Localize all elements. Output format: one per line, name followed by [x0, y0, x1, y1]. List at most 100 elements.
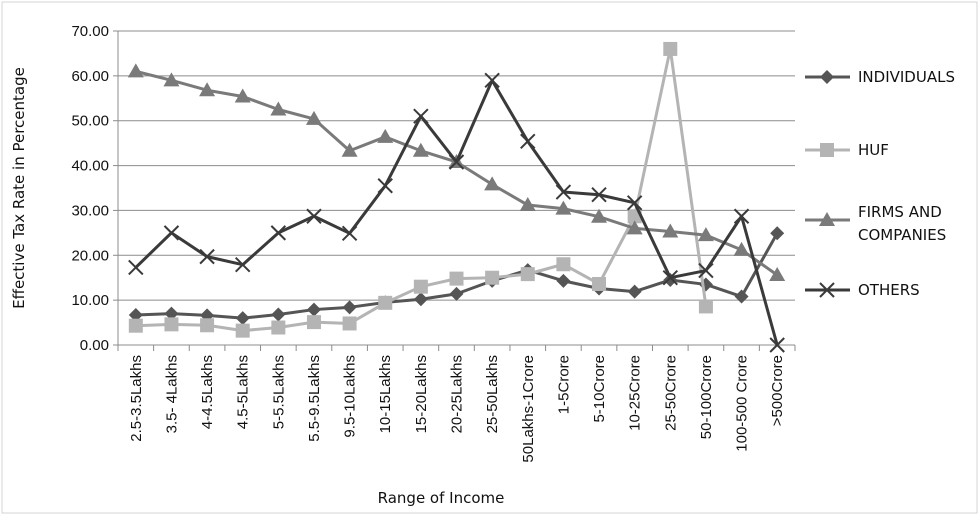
series-3-point-11-b [520, 133, 536, 150]
legend-label-0: INDIVIDUALS [858, 68, 955, 86]
series-3-point-9-b [448, 154, 465, 170]
series-3-point-4 [270, 225, 287, 241]
y-tick-label-3: 30.00 [71, 202, 109, 219]
series-3-point-15 [662, 270, 678, 286]
series-1-point-9 [449, 271, 464, 286]
series-3-point-10 [484, 72, 500, 89]
x-tick-label-5: 5.5-9.5Lakhs [306, 355, 323, 442]
series-3-point-0 [128, 259, 144, 276]
series-3-point-7 [377, 178, 393, 194]
series-3-point-6 [341, 225, 358, 242]
legend-label-2-line-2: COMPANIES [858, 226, 946, 244]
y-tick-label-7: 70.00 [71, 23, 109, 40]
series-0 [128, 226, 785, 326]
y-tick-label-0: 0.00 [80, 337, 109, 354]
series-3-point-8 [413, 108, 429, 124]
series-1-point-0 [128, 318, 143, 333]
series-1-point-10 [485, 270, 500, 285]
series-3 [128, 72, 785, 353]
x-tick-label-18: >500Crore [769, 355, 786, 426]
legend-label-2: FIRMS AND COMPANIES [858, 203, 946, 244]
series-0-point-9 [449, 286, 464, 301]
series-1-point-12 [556, 257, 571, 272]
axes: 0.00 10.00 20.00 30.00 40.00 50.00 60.00 70.00 2… [71, 23, 796, 463]
legend-marker-3-b [819, 282, 835, 298]
series-0-point-1 [164, 306, 179, 321]
x-tick-label-4: 5-5.5Lakhs [270, 355, 287, 429]
series-2-point-4 [270, 101, 287, 116]
series-2-point-13 [591, 208, 608, 223]
series-3-point-6-b [341, 225, 358, 242]
series-3-point-9 [448, 154, 465, 170]
series-1-point-8 [413, 279, 428, 294]
series-2-point-5 [305, 110, 322, 125]
x-tick-label-2: 4-4.5Lakhs [199, 355, 216, 429]
series-3-point-5-b [306, 208, 322, 224]
series-1-point-7 [378, 295, 393, 310]
series-3-point-14-b [626, 195, 643, 211]
legend: INDIVIDUALS HUF FIRMS AND COMPANIES OTHERS [805, 68, 955, 299]
series-2-point-14 [626, 220, 643, 235]
series-3-point-18-b [769, 337, 785, 353]
x-tick-label-15: 25-50Crore [662, 355, 679, 431]
legend-marker-3 [819, 282, 835, 298]
series-group [127, 41, 786, 353]
x-tick-label-6: 9.5-10Lakhs [342, 355, 359, 438]
legend-entry-3: OTHERS [805, 281, 920, 299]
legend-marker-2 [819, 212, 835, 226]
series-1-point-15 [663, 41, 678, 56]
series-2-point-6 [341, 142, 358, 157]
x-tick-label-8: 15-20Lakhs [413, 355, 430, 433]
series-1-point-3 [235, 323, 250, 338]
y-tick-label-4: 40.00 [71, 158, 109, 175]
x-tick-label-12: 1-5Crore [555, 355, 572, 414]
series-3-point-3-b [235, 256, 251, 273]
series-3-point-10-b [484, 72, 500, 89]
series-1-point-13 [592, 276, 607, 291]
series-2-point-7 [377, 128, 394, 143]
series-1-point-11 [520, 267, 535, 282]
series-3-point-1-b [163, 225, 180, 241]
x-tick-label-1: 3.5- 4Lakhs [163, 355, 180, 433]
series-3-point-1 [163, 225, 180, 241]
series-2-point-3 [234, 88, 251, 103]
y-tick-label-1: 10.00 [71, 292, 109, 309]
series-1-point-2 [200, 318, 215, 333]
legend-label-1: HUF [858, 141, 889, 159]
series-2-point-18 [769, 267, 786, 282]
series-2-point-1 [163, 72, 180, 87]
series-2-point-16 [697, 227, 714, 242]
series-3-point-16 [698, 262, 714, 279]
series-0-point-5 [306, 302, 321, 317]
legend-entry-0: INDIVIDUALS [805, 68, 955, 86]
legend-entry-2: FIRMS AND COMPANIES [805, 203, 946, 244]
series-0-point-8 [413, 292, 428, 307]
series-0-point-6 [342, 300, 357, 315]
series-3-point-3 [235, 256, 251, 273]
x-tick-label-9: 20-25Lakhs [449, 355, 466, 433]
series-3-point-15-b [662, 270, 678, 286]
series-3-point-17-b [733, 208, 750, 224]
legend-marker-1 [820, 143, 834, 157]
series-3-point-11 [520, 133, 536, 150]
series-3-point-2 [199, 248, 215, 265]
x-tick-label-7: 10-15Lakhs [377, 355, 394, 433]
series-2-point-2 [199, 82, 216, 97]
series-2-point-17 [733, 241, 750, 256]
x-axis-title: Range of Income [378, 489, 505, 507]
y-tick-label-6: 60.00 [71, 68, 109, 85]
series-0-point-12 [556, 273, 571, 288]
x-tick-label-13: 5-10Crore [591, 355, 608, 423]
series-1 [128, 41, 713, 338]
x-tick-label-10: 25-50Lakhs [484, 355, 501, 433]
legend-label-3: OTHERS [858, 281, 920, 299]
series-3-point-4-b [270, 225, 287, 241]
series-0-point-18 [770, 226, 785, 241]
series-3-point-16-b [698, 262, 714, 279]
series-3-point-12-b [555, 184, 572, 200]
series-3-point-14 [626, 195, 643, 211]
series-1-point-4 [271, 320, 286, 335]
series-3-point-12 [555, 184, 572, 200]
